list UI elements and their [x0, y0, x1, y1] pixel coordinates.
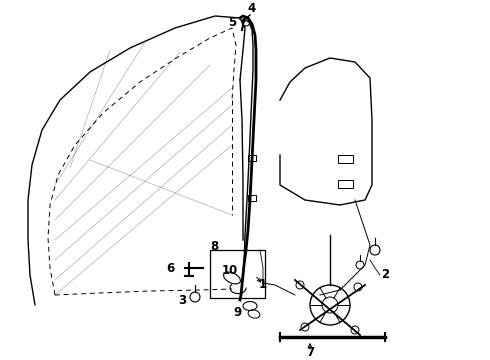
Text: 1: 1	[259, 278, 267, 291]
Text: 7: 7	[306, 346, 314, 359]
Text: 3: 3	[178, 293, 186, 306]
Bar	[248, 195, 256, 201]
Text: 10: 10	[222, 264, 238, 276]
Bar	[210, 250, 265, 298]
Text: 4: 4	[248, 1, 256, 14]
Bar	[338, 155, 353, 163]
Text: 6: 6	[166, 261, 174, 274]
Text: 9: 9	[233, 306, 241, 319]
Bar	[338, 180, 353, 188]
Text: 2: 2	[381, 269, 389, 282]
Bar	[248, 155, 256, 161]
Text: 8: 8	[210, 240, 218, 253]
Text: 5: 5	[228, 15, 236, 28]
